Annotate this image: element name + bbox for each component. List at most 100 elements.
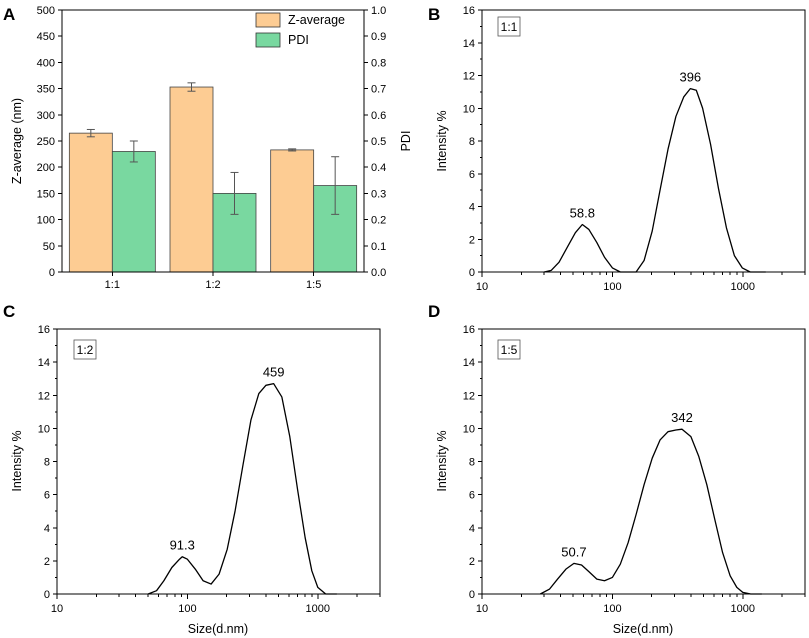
y-tick-label: 14 bbox=[38, 357, 50, 369]
peak-label: 396 bbox=[679, 70, 701, 85]
x-tick-label: 100 bbox=[178, 603, 196, 615]
y-tick-label: 100 bbox=[37, 215, 55, 227]
y-tick-label: 2 bbox=[469, 556, 475, 568]
y-tick-label: 14 bbox=[463, 38, 475, 50]
bar-z-average bbox=[270, 149, 315, 273]
peak-label: 58.8 bbox=[570, 206, 595, 221]
y-tick-label: 16 bbox=[38, 324, 50, 336]
x-axis-label: Size(d.nm) bbox=[188, 622, 248, 636]
y-tick-label: 0 bbox=[469, 589, 475, 601]
peak-label: 50.7 bbox=[561, 544, 586, 559]
panel-a-bar-chart: A 1:1 1:2 1:5 0 50 100 150 200 250 300 350 400 450 50… bbox=[3, 5, 413, 291]
ratio-label: 1:2 bbox=[77, 343, 94, 357]
panel-label: C bbox=[3, 302, 15, 321]
panel-label: D bbox=[428, 302, 440, 321]
y-tick-label: 200 bbox=[37, 162, 55, 174]
y-tick-label: 2 bbox=[44, 556, 50, 568]
y-tick-label: 400 bbox=[37, 57, 55, 69]
y-tick-label: 10 bbox=[463, 423, 475, 435]
bar-z-average bbox=[169, 86, 214, 273]
y-tick-label: 300 bbox=[37, 110, 55, 122]
x-tick-label: 1000 bbox=[306, 603, 330, 615]
y-tick-label: 150 bbox=[37, 188, 55, 200]
y-axis-label: Intensity % bbox=[435, 110, 449, 171]
y-right-tick-label: 0.5 bbox=[371, 136, 386, 148]
y-tick-label: 10 bbox=[463, 103, 475, 115]
y-tick-label: 350 bbox=[37, 84, 55, 96]
y-right-tick-label: 1.0 bbox=[371, 5, 386, 17]
y-axis-label: Z-average (nm) bbox=[10, 98, 24, 184]
x-tick-label: 1:5 bbox=[306, 279, 321, 291]
bar-z-average bbox=[68, 132, 113, 273]
y-tick-label: 0 bbox=[49, 267, 55, 279]
y-tick-label: 4 bbox=[44, 523, 50, 535]
y-tick-label: 12 bbox=[463, 390, 475, 402]
legend-label-pdi: PDI bbox=[288, 33, 309, 47]
y-right-tick-label: 0.9 bbox=[371, 31, 386, 43]
y-tick-label: 12 bbox=[463, 71, 475, 83]
x-tick-label: 1:2 bbox=[205, 279, 220, 291]
y-axis-label: Intensity % bbox=[10, 430, 24, 491]
intensity-curve bbox=[540, 428, 762, 595]
y-tick-label: 50 bbox=[43, 241, 55, 253]
y-tick-label: 6 bbox=[469, 169, 475, 181]
x-tick-label: 10 bbox=[476, 603, 488, 615]
y-tick-label: 500 bbox=[37, 5, 55, 17]
intensity-curve bbox=[544, 87, 766, 273]
ratio-label-box bbox=[497, 16, 521, 37]
y-right-tick-label: 0.2 bbox=[371, 215, 386, 227]
y-tick-label: 16 bbox=[463, 324, 475, 336]
x-tick-label: 1000 bbox=[731, 603, 755, 615]
y-axis-right-label: PDI bbox=[399, 131, 413, 152]
y-tick-label: 450 bbox=[37, 31, 55, 43]
y-right-tick-label: 0.8 bbox=[371, 57, 386, 69]
y-right-tick-label: 0.0 bbox=[371, 267, 386, 279]
y-tick-label: 8 bbox=[44, 457, 50, 469]
y-tick-label: 2 bbox=[469, 234, 475, 246]
x-tick-label: 1:1 bbox=[105, 279, 120, 291]
y-right-tick-label: 0.7 bbox=[371, 84, 386, 96]
legend-label-z-average: Z-average bbox=[288, 13, 345, 27]
y-tick-label: 250 bbox=[37, 136, 55, 148]
peak-label: 342 bbox=[671, 410, 693, 425]
panel-label: A bbox=[3, 5, 15, 24]
y-right-tick-label: 0.3 bbox=[371, 188, 386, 200]
y-tick-label: 4 bbox=[469, 523, 475, 535]
plot-frame bbox=[56, 328, 381, 595]
panel-d-line-chart: D 0 2 4 6 8 10 12 14 16 10 100 1000 50.7 342 1:5 Intens… bbox=[428, 302, 806, 636]
legend-swatch-z-average bbox=[255, 12, 281, 28]
ratio-label: 1:1 bbox=[501, 20, 518, 34]
y-right-tick-label: 0.6 bbox=[371, 110, 386, 122]
peak-label: 91.3 bbox=[170, 538, 195, 553]
legend-swatch-pdi bbox=[255, 32, 281, 48]
y-tick-label: 14 bbox=[463, 357, 475, 369]
y-tick-label: 8 bbox=[469, 457, 475, 469]
y-tick-label: 10 bbox=[38, 423, 50, 435]
plot-frame bbox=[481, 9, 806, 273]
panel-label: B bbox=[428, 5, 440, 24]
y-right-tick-label: 0.1 bbox=[371, 241, 386, 253]
x-tick-label: 100 bbox=[603, 603, 621, 615]
x-tick-label: 1000 bbox=[731, 281, 755, 293]
peak-label: 459 bbox=[263, 365, 285, 380]
panel-b-line-chart: B 0 2 4 6 8 10 12 14 16 10 100 1000 58.8 396 1:1 Intens… bbox=[428, 5, 806, 293]
y-tick-label: 12 bbox=[38, 390, 50, 402]
intensity-curve bbox=[147, 383, 337, 595]
ratio-label-box bbox=[497, 339, 521, 360]
y-tick-label: 6 bbox=[469, 490, 475, 502]
legend: Z-average PDI bbox=[255, 12, 345, 48]
x-axis-label: Size(d.nm) bbox=[613, 622, 673, 636]
y-tick-label: 16 bbox=[463, 5, 475, 17]
plot-frame bbox=[481, 328, 806, 595]
x-tick-label: 10 bbox=[476, 281, 488, 293]
y-tick-label: 0 bbox=[469, 267, 475, 279]
panel-c-line-chart: C 0 2 4 6 8 10 12 14 16 10 100 1000 91.3 459 1:2 Intens… bbox=[3, 302, 381, 636]
x-tick-label: 10 bbox=[51, 603, 63, 615]
y-right-tick-label: 0.4 bbox=[371, 162, 386, 174]
ratio-label: 1:5 bbox=[501, 343, 518, 357]
y-tick-label: 8 bbox=[469, 136, 475, 148]
y-tick-label: 6 bbox=[44, 490, 50, 502]
x-tick-label: 100 bbox=[603, 281, 621, 293]
y-axis-label: Intensity % bbox=[435, 430, 449, 491]
